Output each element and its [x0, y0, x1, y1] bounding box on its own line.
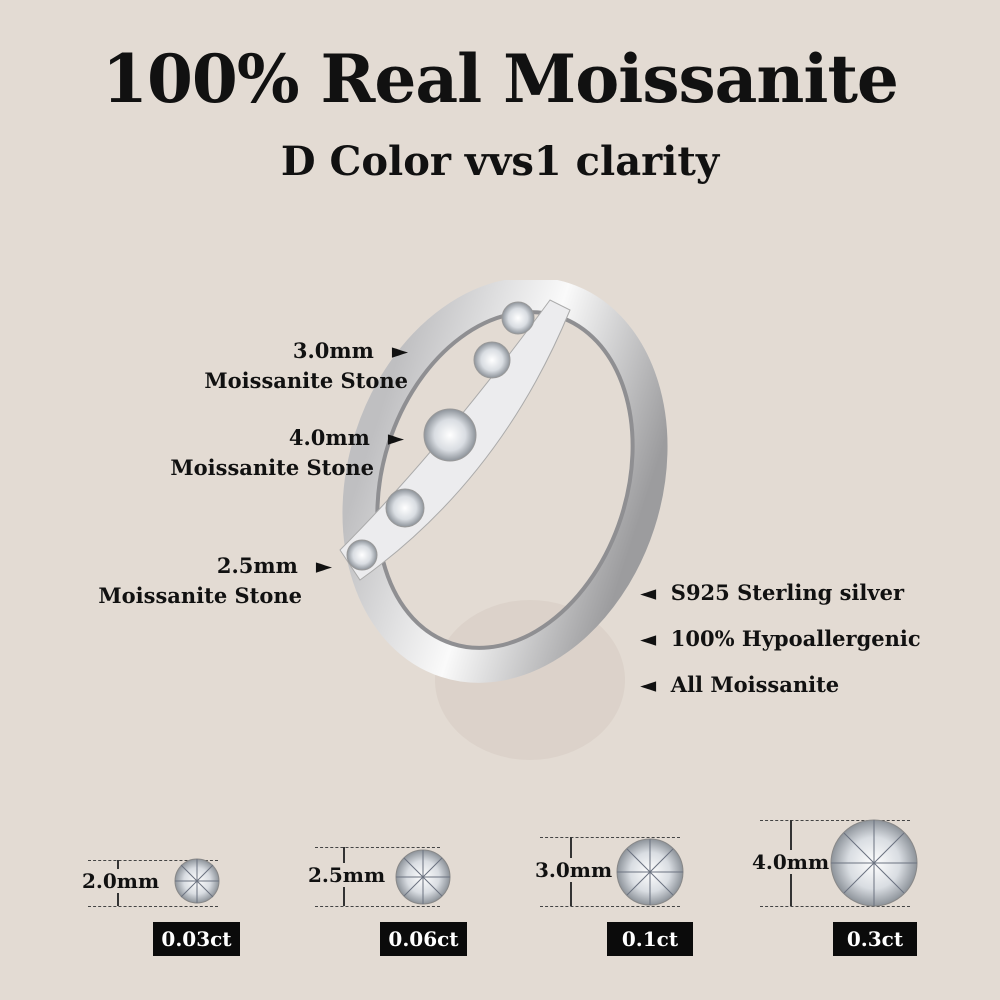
feature-item: 100% Hypoallergenic: [670, 626, 921, 651]
page-title: 100% Real Moissanite: [102, 40, 899, 118]
stone-size: 2.0mm: [82, 869, 160, 893]
stone-size: 2.5mm: [308, 863, 386, 887]
callout-size: 4.0mm: [288, 425, 370, 450]
callout-size: 3.0mm: [292, 338, 374, 363]
carat-badge: 0.06ct: [380, 922, 467, 956]
carat-badge: 0.03ct: [153, 922, 240, 956]
diamond-icon: [830, 819, 918, 907]
feature-item: All Moissanite: [670, 672, 840, 697]
callout-4mm: 4.0mm ► Moissanite Stone: [170, 423, 404, 483]
callout-label: Moissanite Stone: [98, 583, 302, 608]
arrow-right-icon: ►: [315, 553, 332, 578]
ring-image: [339, 280, 668, 760]
ring-stones: [346, 301, 535, 571]
arrow-left-icon: ◄: [640, 672, 657, 697]
arrow-left-icon: ◄: [640, 626, 657, 651]
stone-size: 3.0mm: [535, 858, 613, 882]
callout-label: Moissanite Stone: [170, 455, 374, 480]
feature-item: S925 Sterling silver: [670, 580, 905, 605]
arrow-right-icon: ►: [387, 425, 404, 450]
carat-badge: 0.3ct: [833, 922, 917, 956]
callout-3mm: 3.0mm ► Moissanite Stone: [204, 336, 408, 396]
carat-badge: 0.1ct: [607, 922, 693, 956]
callout-2-5mm: 2.5mm ► Moissanite Stone: [98, 551, 332, 611]
stone-size: 4.0mm: [752, 850, 830, 874]
callout-size: 2.5mm: [216, 553, 298, 578]
arrow-left-icon: ◄: [640, 580, 657, 605]
callout-label: Moissanite Stone: [204, 368, 408, 393]
diamond-icon: [395, 849, 451, 905]
diamond-icon: [616, 838, 684, 906]
arrow-right-icon: ►: [391, 338, 408, 363]
feature-list: ◄ S925 Sterling silver ◄ 100% Hypoallerg…: [640, 578, 921, 700]
diamond-icon: [174, 858, 220, 904]
page-subtitle: D Color vvs1 clarity: [280, 138, 720, 185]
